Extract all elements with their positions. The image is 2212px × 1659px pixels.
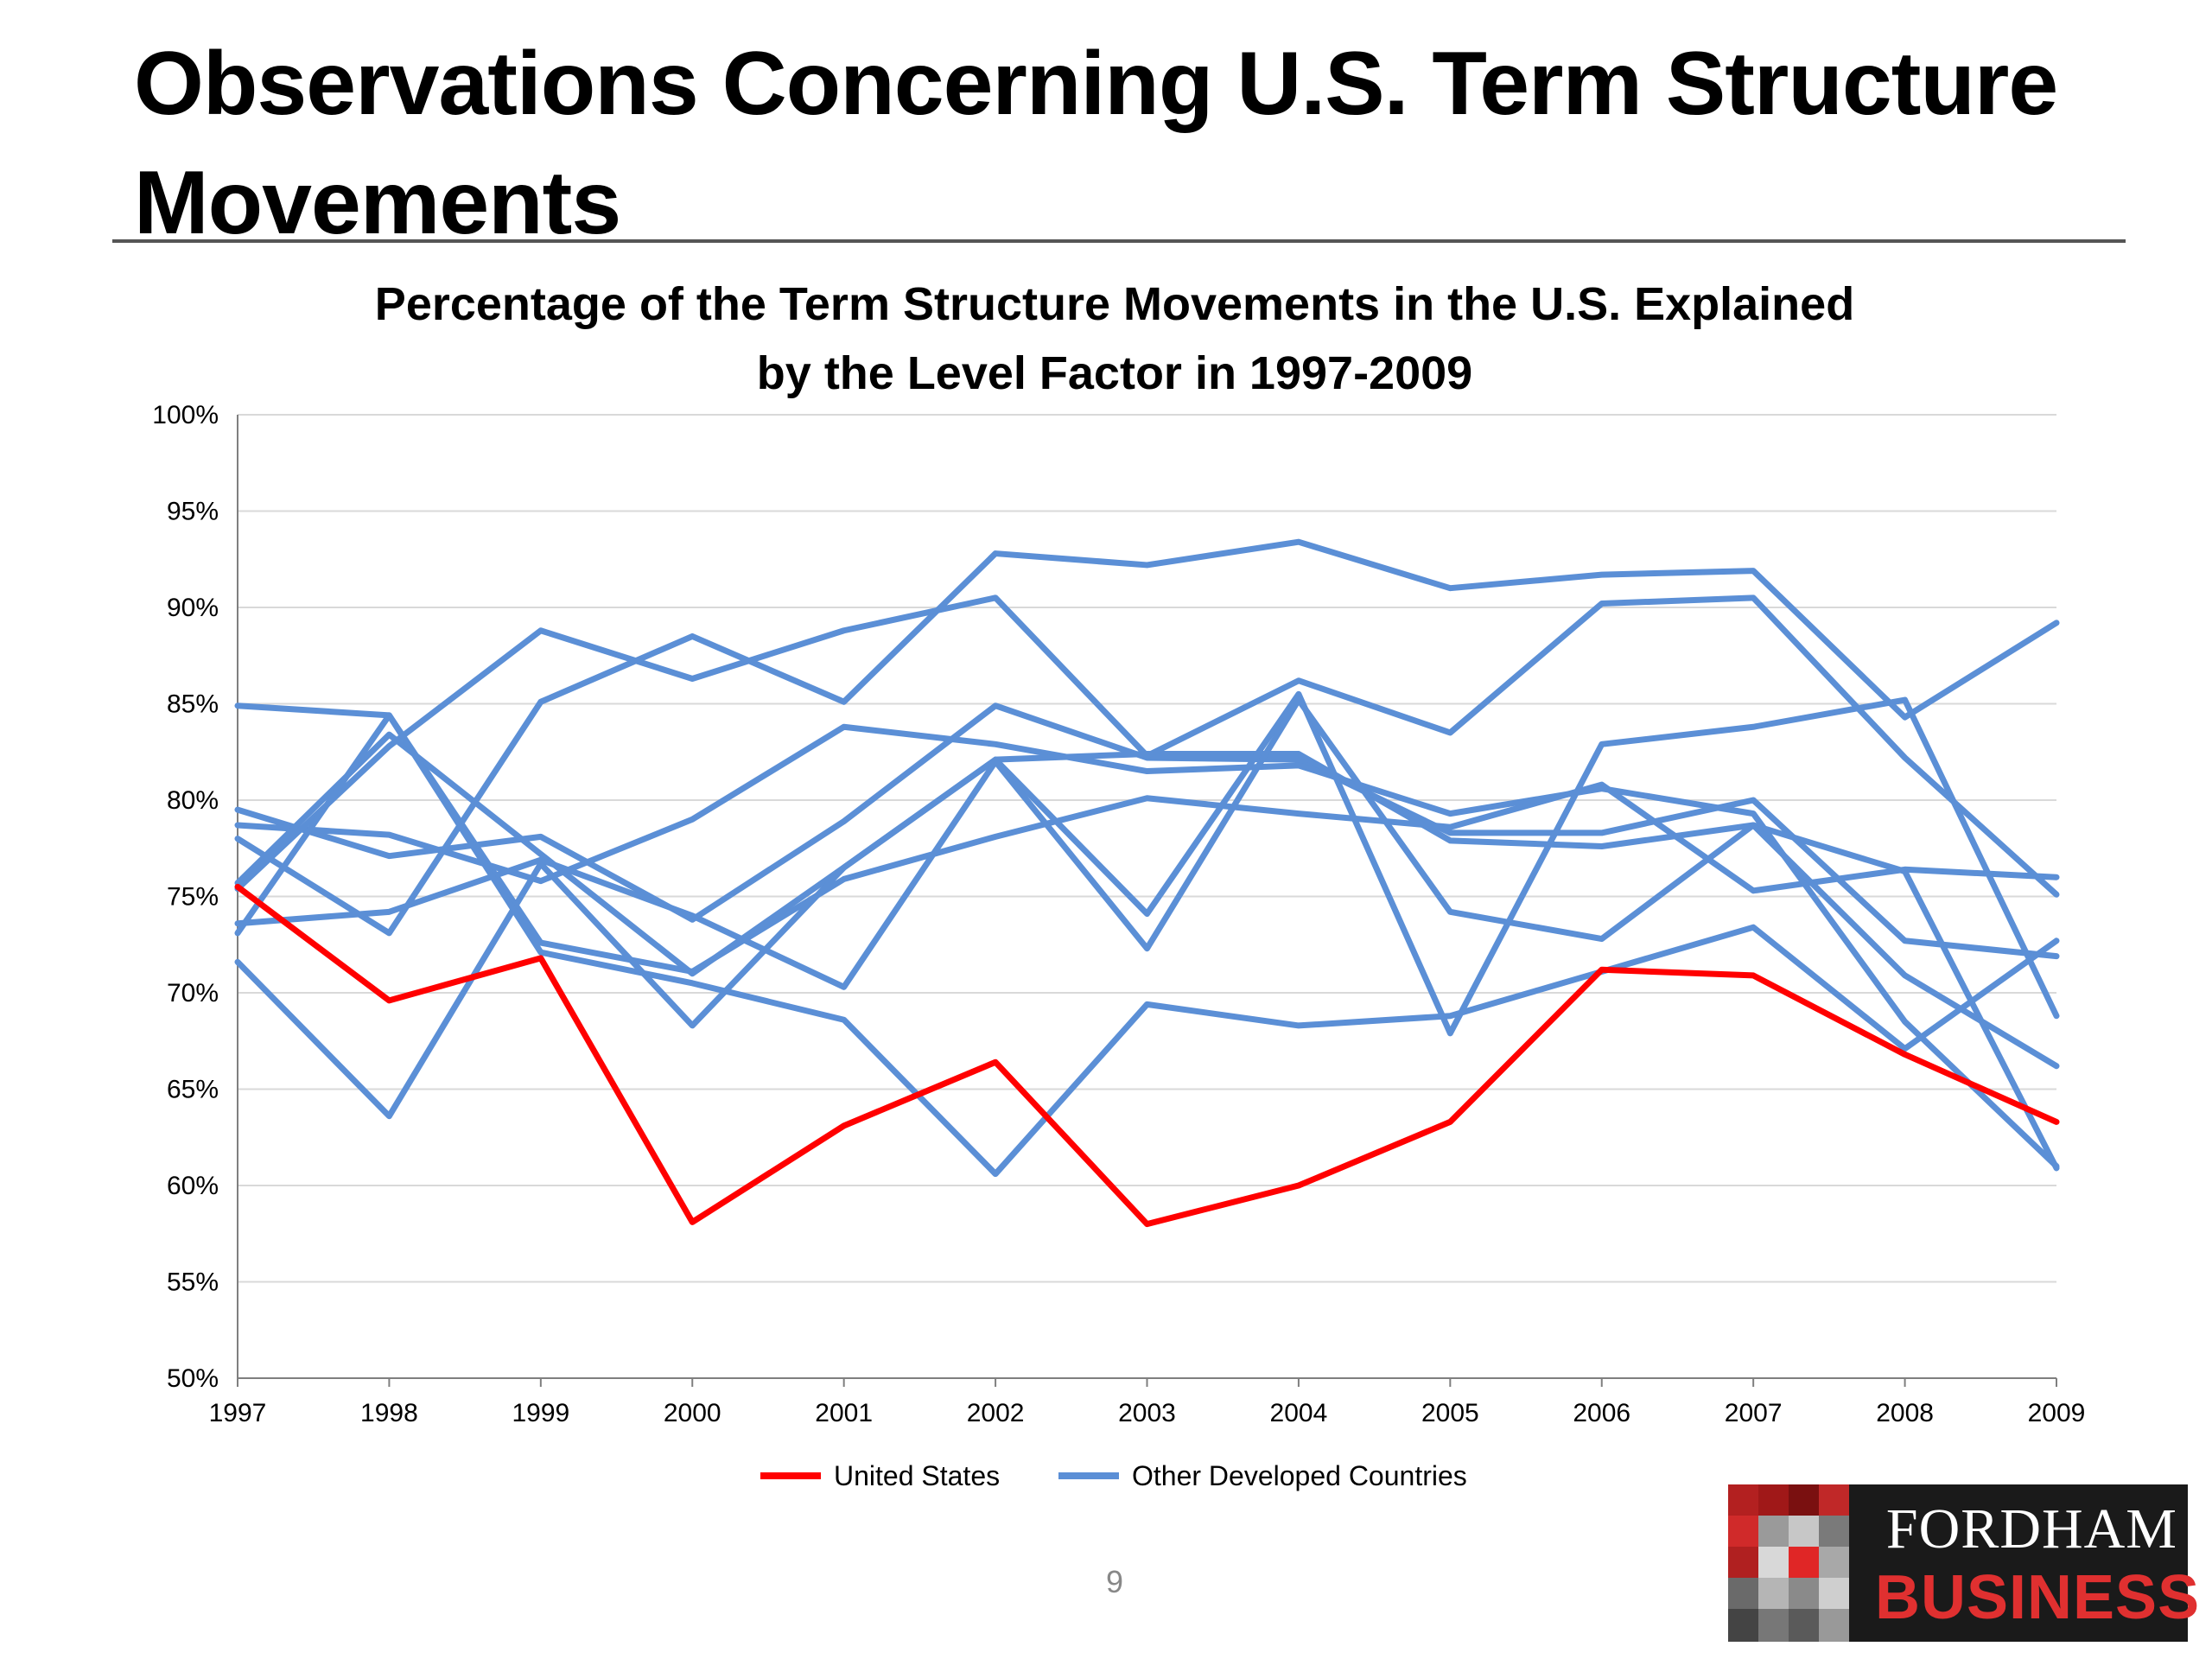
logo-mosaic-icon: [1728, 1484, 1849, 1642]
chart-title-line-2: by the Level Factor in 1997-2009: [757, 347, 1472, 399]
chart-title-line-1: Percentage of the Term Structure Movemen…: [375, 278, 1854, 330]
x-tick-label: 2007: [1725, 1399, 1783, 1427]
y-tick-label: 65%: [167, 1076, 219, 1104]
x-tick-label: 1999: [512, 1399, 569, 1427]
page-number: 9: [1106, 1564, 1124, 1599]
title-divider: [112, 239, 2126, 243]
series-line-other-country: [234, 712, 2060, 1178]
legend: United States Other Developed Countries: [760, 1460, 1467, 1491]
y-axis: 50% 55% 60% 65% 70% 75% 80% 85% 90% 95% 100%: [152, 401, 238, 1393]
x-tick-label: 1998: [360, 1399, 418, 1427]
y-tick-label: 85%: [167, 690, 219, 719]
line-chart: Percentage of the Term Structure Movemen…: [152, 278, 2086, 1491]
x-tick-label: 2004: [1270, 1399, 1328, 1427]
y-tick-label: 95%: [167, 498, 219, 526]
gridlines: [238, 414, 2056, 1283]
y-tick-label: 60%: [167, 1172, 219, 1200]
series-line-other-country: [234, 723, 2060, 1170]
x-tick-label: 2008: [1876, 1399, 1934, 1427]
x-tick-label: 2009: [2028, 1399, 2086, 1427]
series-line-other-country: [234, 538, 2060, 937]
series-line-other-country: [234, 690, 2060, 1120]
y-tick-label: 90%: [167, 594, 219, 622]
legend-label-us: United States: [834, 1460, 1000, 1491]
logo-text-business: BUSINESS: [1875, 1563, 2201, 1632]
series-line-other-country: [234, 594, 2060, 898]
logo-text-fordham: FORDHAM: [1885, 1497, 2177, 1560]
legend-label-other: Other Developed Countries: [1132, 1460, 1467, 1491]
y-tick-label: 80%: [167, 786, 219, 815]
y-tick-label: 50%: [167, 1364, 219, 1393]
x-tick-label: 2005: [1421, 1399, 1479, 1427]
x-tick-label: 2002: [967, 1399, 1025, 1427]
x-tick-label: 2003: [1118, 1399, 1176, 1427]
series-line-other-country: [234, 702, 2060, 975]
series-lines: [234, 538, 2060, 1228]
slide-title: Observations Concerning U.S. Term Struct…: [134, 34, 2058, 253]
x-tick-label: 1997: [209, 1399, 267, 1427]
y-tick-label: 70%: [167, 979, 219, 1007]
y-tick-label: 55%: [167, 1268, 219, 1297]
fordham-business-logo: FORDHAM BUSINESS: [1728, 1484, 2201, 1642]
series-line-other-country: [234, 696, 2060, 1070]
series-line-united-states: [234, 883, 2060, 1228]
x-tick-label: 2006: [1573, 1399, 1630, 1427]
y-tick-label: 75%: [167, 883, 219, 912]
y-tick-label: 100%: [152, 401, 219, 429]
x-tick-label: 2000: [664, 1399, 721, 1427]
x-axis: 1997 1998 1999 2000 2001 2002 2003 2004 2005 2006…: [209, 1377, 2086, 1427]
chart-title: Percentage of the Term Structure Movemen…: [375, 278, 1854, 399]
x-tick-label: 2001: [815, 1399, 873, 1427]
